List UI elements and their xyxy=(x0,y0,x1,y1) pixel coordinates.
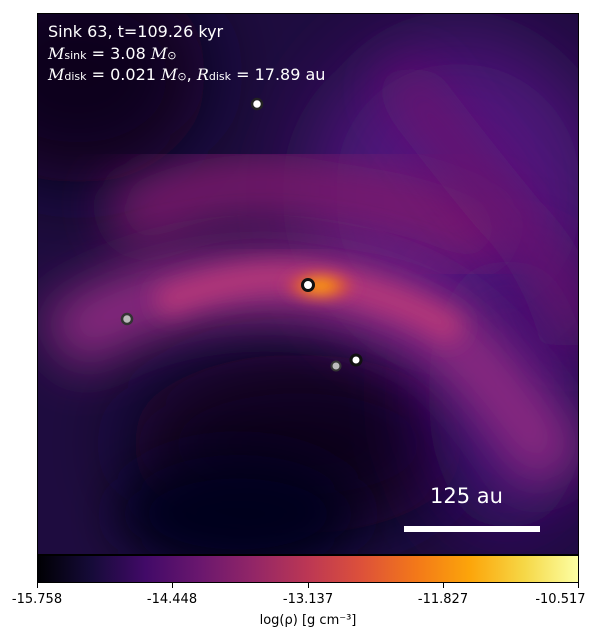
density-map-image xyxy=(38,14,578,554)
disk-radius-subscript: disk xyxy=(208,70,231,83)
colorbar-tick-label: -11.827 xyxy=(417,592,469,607)
sink-mass-label: Msink = 3.08 M⊙ xyxy=(48,44,176,66)
mass-symbol: M xyxy=(48,44,65,63)
colorbar-tick xyxy=(578,583,579,588)
colorbar-tick xyxy=(172,583,173,588)
density-map-panel: Sink 63, t=109.26 kyr Msink = 3.08 M⊙ Md… xyxy=(37,13,579,555)
sink-mass-value: = 3.08 xyxy=(91,44,146,63)
colorbar-tick xyxy=(37,583,38,588)
disk-radius-symbol: R xyxy=(196,65,209,84)
sink-title: Sink 63, t=109.26 kyr xyxy=(48,22,224,41)
disk-mass-symbol: M xyxy=(48,65,65,84)
disk-radius-value: = 17.89 au xyxy=(236,65,326,84)
disk-solar-subscript: ⊙ xyxy=(177,70,187,83)
disk-mass-value: = 0.021 xyxy=(91,65,156,84)
scale-bar xyxy=(404,526,540,532)
disk-mass-subscript: disk xyxy=(64,70,87,83)
colorbar xyxy=(37,555,579,583)
disk-solar-mass-symbol: M xyxy=(161,65,178,84)
colorbar-label: log(ρ) [g cm⁻³] xyxy=(259,613,357,628)
colorbar-tick-label: -14.448 xyxy=(146,592,198,607)
solar-mass-symbol: M xyxy=(150,44,168,63)
colorbar-tick-label: -13.137 xyxy=(282,592,334,607)
mass-subscript: sink xyxy=(64,49,87,62)
separator: , xyxy=(186,65,192,84)
scale-bar-label: 125 au xyxy=(430,484,503,508)
colorbar-tick-label: -10.517 xyxy=(535,592,586,607)
colorbar-tick xyxy=(443,583,444,588)
colorbar-tick xyxy=(308,583,309,588)
colorbar-tick-label: -15.758 xyxy=(11,592,63,607)
disk-properties-label: Mdisk = 0.021 M⊙, Rdisk = 17.89 au xyxy=(48,65,325,87)
solar-subscript: ⊙ xyxy=(167,49,177,62)
